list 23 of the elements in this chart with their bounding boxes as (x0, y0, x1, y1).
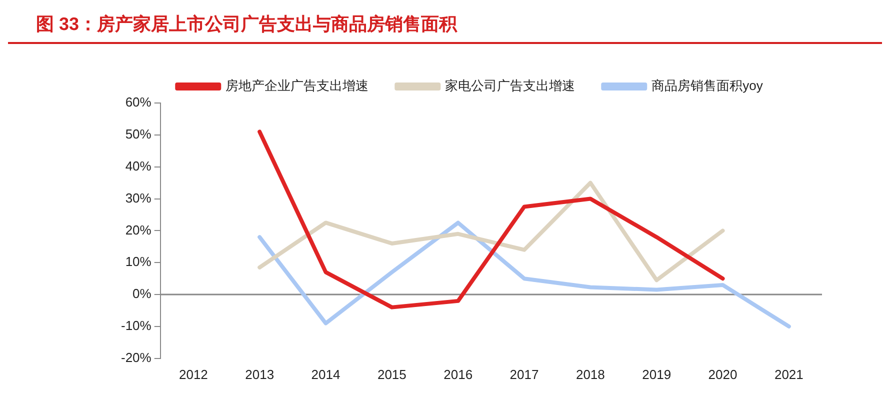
x-tick-label: 2021 (774, 366, 804, 382)
y-tick-label: 10% (125, 254, 152, 270)
legend-label: 房地产企业广告支出增速 (226, 78, 369, 94)
x-tick-label: 2020 (708, 366, 738, 382)
chart-title: 图 33：房产家居上市公司广告支出与商品房销售面积 (35, 13, 458, 36)
x-tick-label: 2017 (510, 366, 539, 382)
x-tick-label: 2015 (377, 366, 406, 382)
y-tick-label: 60% (125, 94, 152, 110)
x-tick-label: 2014 (311, 366, 340, 382)
y-tick-label: 30% (125, 190, 152, 206)
x-tick-label: 2019 (642, 366, 672, 382)
x-tick-label: 2012 (178, 366, 208, 382)
legend-label: 家电公司广告支出增速 (445, 78, 576, 94)
y-tick-label: -20% (120, 350, 152, 365)
y-tick-label: 50% (125, 126, 152, 142)
y-tick-label: 40% (125, 158, 152, 174)
y-tick-label: -10% (120, 318, 152, 334)
x-tick-label: 2018 (576, 366, 605, 382)
legend-label: 商品房销售面积yoy (652, 78, 764, 94)
x-tick-label: 2013 (245, 366, 274, 382)
y-tick-label: 20% (125, 222, 152, 238)
y-tick-label: 0% (132, 286, 152, 302)
x-tick-label: 2016 (444, 366, 473, 382)
